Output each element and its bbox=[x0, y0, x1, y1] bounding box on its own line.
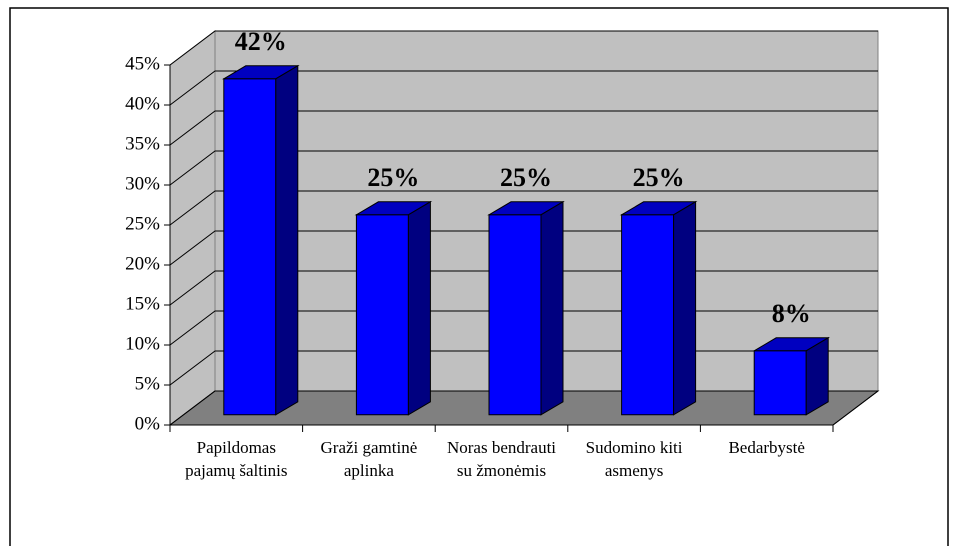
y-tick-label: 45% bbox=[125, 53, 160, 74]
grid-line bbox=[169, 150, 878, 186]
x-tick-label: Papildomas pajamų šaltinis bbox=[185, 438, 288, 480]
grid-line bbox=[169, 110, 878, 146]
y-tick-label: 30% bbox=[125, 173, 160, 194]
x-tick-label: Sudomino kiti asmenys bbox=[585, 438, 683, 480]
data-label: 25% bbox=[633, 163, 685, 192]
grid-line bbox=[169, 30, 878, 66]
bar bbox=[487, 200, 565, 416]
x-tick-label: Graži gamtinė aplinka bbox=[320, 438, 418, 480]
bar-front bbox=[488, 214, 542, 416]
y-tick-label: 15% bbox=[125, 293, 160, 314]
x-tick-label: Noras bendrauti su žmonėmis bbox=[446, 438, 557, 480]
bar-front bbox=[621, 214, 675, 416]
side-wall bbox=[169, 29, 216, 427]
bar bbox=[354, 200, 433, 416]
floor-edge bbox=[832, 390, 879, 426]
y-tick-label: 0% bbox=[135, 413, 161, 434]
bar-front bbox=[223, 78, 277, 416]
y-tick-label: 25% bbox=[125, 213, 160, 234]
bar bbox=[752, 336, 831, 416]
grid-line bbox=[169, 70, 878, 106]
y-tick-label: 40% bbox=[125, 93, 160, 114]
bar-side bbox=[275, 64, 299, 416]
data-label: 8% bbox=[772, 299, 811, 328]
data-label: 25% bbox=[500, 163, 552, 192]
data-label: 42% bbox=[235, 27, 287, 56]
data-label: 25% bbox=[367, 163, 419, 192]
bar-side bbox=[673, 200, 697, 416]
bar-side bbox=[540, 200, 564, 416]
y-tick-label: 10% bbox=[125, 333, 160, 354]
y-tick-label: 5% bbox=[135, 373, 161, 394]
bar-side bbox=[407, 200, 431, 416]
bar-front bbox=[355, 214, 409, 416]
bar-side bbox=[805, 336, 829, 416]
y-tick-label: 35% bbox=[125, 133, 160, 154]
y-tick-label: 20% bbox=[125, 253, 160, 274]
bar bbox=[619, 200, 698, 416]
grid-line bbox=[169, 190, 878, 226]
x-tick-label: Bedarbystė bbox=[728, 438, 805, 457]
bar bbox=[221, 64, 300, 416]
bar-front bbox=[753, 350, 807, 416]
